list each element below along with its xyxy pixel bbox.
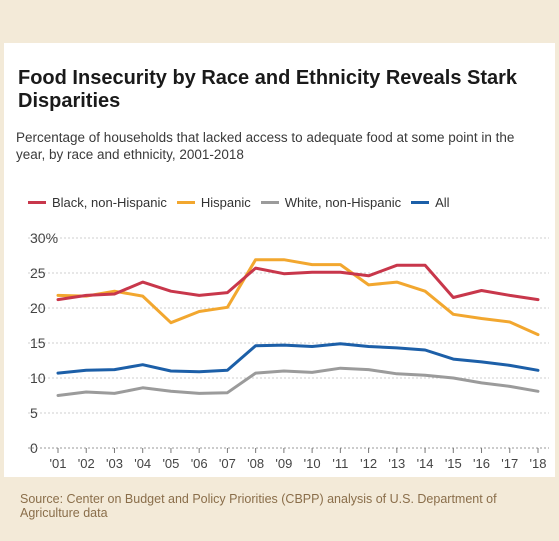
legend-label-hispanic: Hispanic [200, 194, 251, 210]
x-tick-label: '03 [106, 456, 123, 471]
x-tick-label: '02 [78, 456, 95, 471]
x-tick-label: '08 [247, 456, 264, 471]
x-tick-label: '05 [162, 456, 179, 471]
legend-label-black: Black, non-Hispanic [52, 194, 167, 210]
y-tick-label: 20 [30, 300, 46, 316]
series-line-white [56, 366, 540, 397]
x-tick-label: '06 [191, 456, 208, 471]
x-tick-label: '17 [501, 456, 518, 471]
x-tick-label: '09 [275, 456, 292, 471]
legend-swatch-white [260, 200, 279, 204]
y-tick-label: 30% [30, 230, 58, 246]
x-tick-label: '16 [473, 456, 490, 471]
x-tick-label: '04 [134, 456, 151, 471]
x-tick-label: '10 [304, 456, 321, 471]
x-tick-label: '07 [219, 456, 236, 471]
x-tick-label: '18 [530, 456, 547, 471]
chart-card: Food Insecurity by Race and Ethnicity Re… [4, 43, 555, 477]
y-tick-label: 5 [30, 405, 38, 421]
series-line-hispanic [56, 258, 540, 337]
y-tick-label: 25 [30, 265, 46, 281]
series-line-all [56, 342, 540, 375]
legend-label-white: White, non-Hispanic [284, 194, 402, 210]
legend-label-all: All [435, 194, 450, 210]
x-tick-label: '11 [332, 456, 348, 471]
legend-item-black: Black, non-Hispanic [28, 195, 167, 210]
x-tick-label: '13 [388, 456, 405, 471]
chart-subtitle: Percentage of households that lacked acc… [16, 130, 515, 162]
legend-swatch-black [28, 200, 46, 204]
top-band [0, 0, 559, 43]
source-note: Source: Center on Budget and Policy Prio… [20, 492, 497, 520]
legend-swatch-all [411, 200, 430, 204]
line-chart: 051015202530%'01'02'03'04'05'06'07'08'09… [28, 230, 549, 471]
legend-item-hispanic: Hispanic [176, 194, 251, 210]
x-tick-label: '14 [417, 456, 434, 471]
x-tick-label: '15 [445, 456, 462, 471]
x-tick-label: '01 [50, 456, 67, 471]
chart-title: Food Insecurity by Race and Ethnicity Re… [18, 67, 518, 112]
legend-swatch-hispanic [176, 200, 195, 204]
legend-item-all: All [411, 194, 450, 210]
series-line-black [56, 263, 540, 302]
chart-legend: Black, non-Hispanic Hispanic White, non-… [28, 193, 460, 211]
y-tick-label: 15 [30, 335, 46, 351]
y-tick-label: 10 [30, 370, 46, 386]
x-tick-label: '12 [360, 456, 377, 471]
legend-item-white: White, non-Hispanic [260, 194, 402, 210]
